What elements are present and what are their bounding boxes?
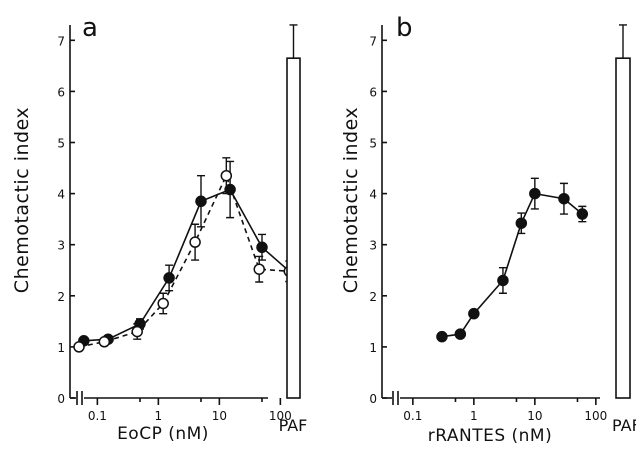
panel-b-letter: b — [396, 13, 413, 43]
panel-a-letter: a — [82, 13, 98, 43]
y-tick-label: 0 — [57, 392, 65, 406]
data-point-filled — [163, 272, 175, 284]
panel-a-series — [73, 157, 297, 353]
data-point-filled — [195, 195, 207, 208]
panel-b-series — [436, 177, 589, 343]
panel-a-paf-label: PAF — [279, 416, 308, 435]
panel-b-paf-bar-group — [615, 24, 631, 399]
y-tick-label: 3 — [57, 239, 65, 253]
data-point-filled — [468, 307, 480, 320]
data-point-open — [220, 169, 233, 182]
panel-b-axes — [381, 24, 600, 405]
y-tick-label: 5 — [57, 137, 65, 151]
data-point-filled — [558, 192, 570, 205]
data-point-filled — [515, 217, 528, 229]
y-tick-label: 0 — [369, 392, 377, 406]
data-point-open — [157, 297, 169, 310]
y-tick-label: 4 — [369, 188, 377, 202]
panel-b-x-axis-label: rRANTES (nM) — [428, 426, 553, 446]
data-point-filled — [224, 183, 236, 196]
x-tick-label: 0.1 — [88, 409, 107, 423]
x-tick-label: 100 — [269, 409, 292, 423]
panel-b: b Chemotactic index rRANTES (nM) PAF 0 1 2… — [340, 13, 636, 446]
series-line — [83, 188, 292, 342]
data-point-open — [73, 341, 85, 353]
data-point-filled — [256, 241, 268, 254]
data-point-filled — [529, 187, 541, 200]
y-tick-label: 2 — [57, 290, 65, 304]
x-tick-label: 100 — [584, 409, 607, 423]
data-point-open — [98, 336, 111, 348]
data-point-filled — [497, 274, 509, 287]
panel-b-paf-label: PAF — [612, 416, 636, 435]
y-tick-label: 6 — [369, 85, 377, 99]
y-tick-label: 6 — [57, 85, 65, 99]
panel-a-ticks: 0 1 2 3 4 5 6 7 0.1 1 10 100 — [57, 34, 291, 423]
y-tick-label: 1 — [57, 341, 65, 355]
data-point-filled — [436, 330, 448, 343]
panel-a: a Chemotactic index EoCP (nM) PAF 0 1 2 3 4 5… — [11, 13, 307, 444]
panel-b-ticks: 0 1 2 3 4 5 6 7 0.1 1 10 100 — [369, 34, 607, 423]
panel-a-y-axis-label: Chemotactic index — [11, 107, 33, 293]
paf-error-bar — [619, 24, 627, 59]
x-tick-label: 10 — [212, 409, 227, 423]
x-tick-label: 10 — [527, 409, 542, 423]
y-tick-label: 1 — [369, 341, 377, 355]
x-tick-label: 1 — [470, 409, 478, 423]
y-tick-label: 4 — [57, 188, 65, 202]
y-tick-label: 7 — [369, 34, 377, 48]
panel-b-y-axis-label: Chemotactic index — [340, 107, 362, 293]
y-tick-label: 3 — [369, 239, 377, 253]
paf-bar — [286, 57, 301, 399]
y-tick-label: 2 — [369, 290, 377, 304]
panel-a-x-axis-label: EoCP (nM) — [117, 424, 209, 444]
panel-a-paf-bar-group — [286, 24, 301, 399]
data-point-filled — [576, 208, 589, 220]
data-point-open — [189, 236, 201, 248]
panel-a-axes — [69, 24, 268, 405]
data-point-open — [131, 325, 143, 338]
paf-bar — [615, 57, 631, 399]
paf-error-bar — [289, 24, 298, 59]
x-tick-label: 0.1 — [403, 409, 422, 423]
y-tick-label: 5 — [369, 137, 377, 151]
y-tick-label: 7 — [57, 34, 65, 48]
series-line — [441, 192, 583, 338]
x-tick-label: 1 — [155, 409, 163, 423]
data-point-filled — [454, 328, 467, 340]
series-line — [78, 173, 290, 348]
data-point-open — [253, 263, 265, 275]
